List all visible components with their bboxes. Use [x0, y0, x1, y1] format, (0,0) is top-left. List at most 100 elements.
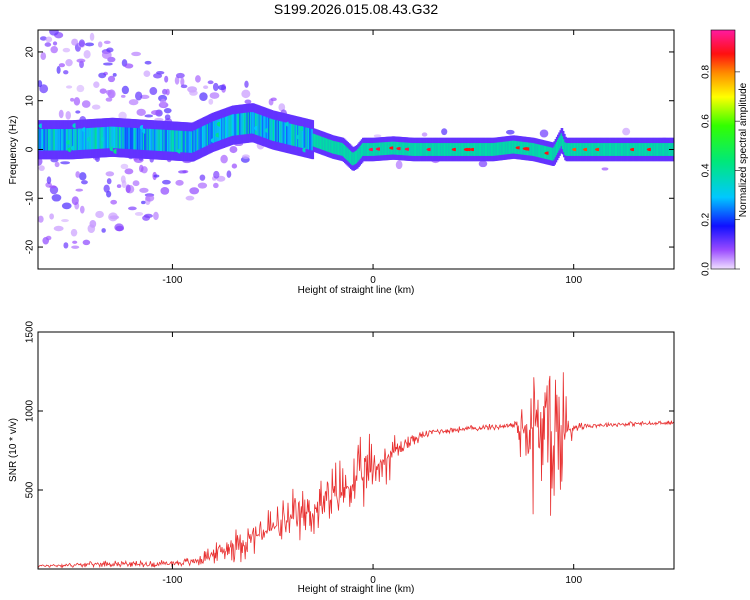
spectrogram-noise-blob [50, 46, 58, 54]
snr-panel: -100 0 100 500 1000 1500 Height of straight l… [8, 320, 675, 595]
snr-xtick-label: 0 [370, 575, 376, 586]
spectrogram-noise-blob [82, 239, 91, 246]
snr-background [38, 332, 674, 569]
spectrogram-noise-blob [174, 76, 180, 85]
spectrogram-noise-blob [49, 213, 54, 220]
spectrogram-noise-blob [217, 84, 226, 91]
spectrogram-noise-blob [101, 228, 106, 233]
spectrogram-noise-blob [229, 145, 238, 154]
spectrogram-noise-blob [159, 98, 167, 108]
spectrogram-noise-blob [213, 182, 219, 189]
spectrogram-ytick-label: -10 [25, 191, 36, 206]
spectrogram-noise-blob [45, 235, 52, 241]
spectrogram-noise-blob [244, 99, 252, 104]
spectrogram-noise-blob [156, 70, 165, 75]
spectrogram-noise-blob [87, 224, 96, 234]
spectrogram-noise-blob [139, 187, 149, 193]
spectrogram-noise-blob [278, 103, 286, 112]
spectrogram-noise-blob [112, 73, 117, 77]
spectrogram-noise-blob [199, 174, 206, 181]
spectrogram-xlabel: Height of straight line (km) [298, 285, 415, 296]
spectrogram-noise-blob [145, 194, 155, 202]
spectrogram-noise-blob [108, 212, 118, 222]
spectrogram-noise-blob [395, 160, 403, 170]
spectrogram-noise-blob [46, 176, 52, 185]
spectrogram-noise-blob [97, 41, 103, 48]
spectrogram-noise-blob [132, 180, 140, 187]
colorbar-ticks: 0.0 0.2 0.4 0.6 0.8 [701, 64, 740, 276]
spectrogram-noise-blob [144, 114, 154, 118]
spectrogram-noise-blob [136, 108, 146, 116]
spectrogram-noise-blob [199, 92, 208, 101]
spectrogram-noise-blob [241, 154, 250, 159]
spectrogram-noise-blob [38, 80, 43, 88]
spectrogram-noise-blob [203, 85, 209, 90]
spectrogram-noise-blob [131, 51, 142, 57]
spectrogram-noise-blob [226, 170, 232, 178]
spectrogram-noise-blob [84, 42, 95, 47]
spectrogram-noise-blob [178, 170, 187, 174]
spectrogram-noise-blob [62, 47, 71, 53]
colorbar-gradient [711, 30, 735, 269]
spectrogram-noise-blob [180, 84, 188, 89]
spectrogram-noise-blob [107, 75, 116, 83]
snr-xlabel: Height of straight line (km) [298, 584, 415, 595]
spectrogram-noise-blob [270, 97, 277, 102]
spectrogram-noise-blob [56, 66, 61, 74]
snr-ticks: -100 0 100 500 1000 1500 [25, 320, 674, 586]
spectrogram-noise-blob [160, 186, 170, 195]
spectrogram-noise-blob [118, 111, 127, 121]
spectrogram-noise-blob [89, 32, 95, 41]
spectrogram-noise-blob [75, 188, 84, 192]
spectrogram-ytick-label: 0 [25, 146, 36, 152]
spectrogram-noise-blob [65, 111, 71, 120]
spectrogram-noise-blob [72, 240, 78, 244]
spectrogram-noise-blob [65, 85, 73, 89]
spectrogram-noise-blob [110, 199, 118, 205]
spectrogram-noise-blob [51, 194, 62, 202]
colorbar-tick-label: 0.6 [701, 114, 712, 128]
snr-frame [37, 331, 675, 570]
spectrogram-noise-blob [65, 58, 73, 67]
spectrogram-noise-blob [63, 242, 69, 249]
spectrogram-noise-blob [70, 228, 78, 237]
spectrogram-noise-blob [163, 107, 172, 114]
spectrogram-noise-blob [149, 87, 158, 96]
spectrogram-noise-blob [75, 171, 81, 178]
spectrogram-noise-blob [83, 49, 91, 59]
spectrogram-noise-blob [107, 89, 116, 99]
spectrogram-noise-blob [175, 179, 184, 186]
spectrogram-noise-blob [45, 36, 53, 43]
colorbar-tick-label: 0.2 [701, 212, 712, 226]
spectrogram-noise-blob [78, 172, 87, 181]
spectrogram-noise-blob [241, 89, 251, 99]
spectrogram-noise-blob [153, 174, 160, 178]
spectrogram-noise-blob [154, 117, 164, 122]
spectrogram-noise-blob [142, 215, 151, 221]
spectrogram-noise-blob [120, 163, 129, 170]
spectrogram-noise-blob [61, 219, 69, 223]
spectrogram-xtick-label: -100 [162, 275, 182, 286]
spectrogram-noise-blob [128, 206, 137, 211]
spectrogram-noise-blob [38, 165, 45, 172]
spectrogram-noise-blob [81, 180, 88, 185]
snr-ytick-label: 1500 [25, 320, 36, 343]
spectrogram-noise-blob [106, 178, 112, 185]
spectrogram-noise-blob [220, 154, 228, 164]
spectrogram-noise-blob [44, 42, 52, 47]
spectrogram-noise-blob [144, 60, 152, 65]
spectrogram-noise-blob [150, 109, 161, 116]
spectrogram-noise-blob [128, 99, 139, 106]
spectrogram-noise-blob [73, 97, 81, 106]
spectrogram-noise-blob [93, 81, 100, 88]
spectrogram-noise-blob [213, 170, 220, 179]
spectrogram-noise-blob [53, 225, 64, 232]
spectrogram-noise-blob [116, 184, 122, 189]
spectrogram-noise-blob [60, 161, 71, 165]
spectrogram-noise-blob [52, 41, 58, 46]
figure-title: S199.2026.015.08.43.G32 [274, 1, 438, 17]
spectrogram-noise-blob [115, 225, 125, 232]
spectrogram-noise-blob [141, 200, 146, 205]
